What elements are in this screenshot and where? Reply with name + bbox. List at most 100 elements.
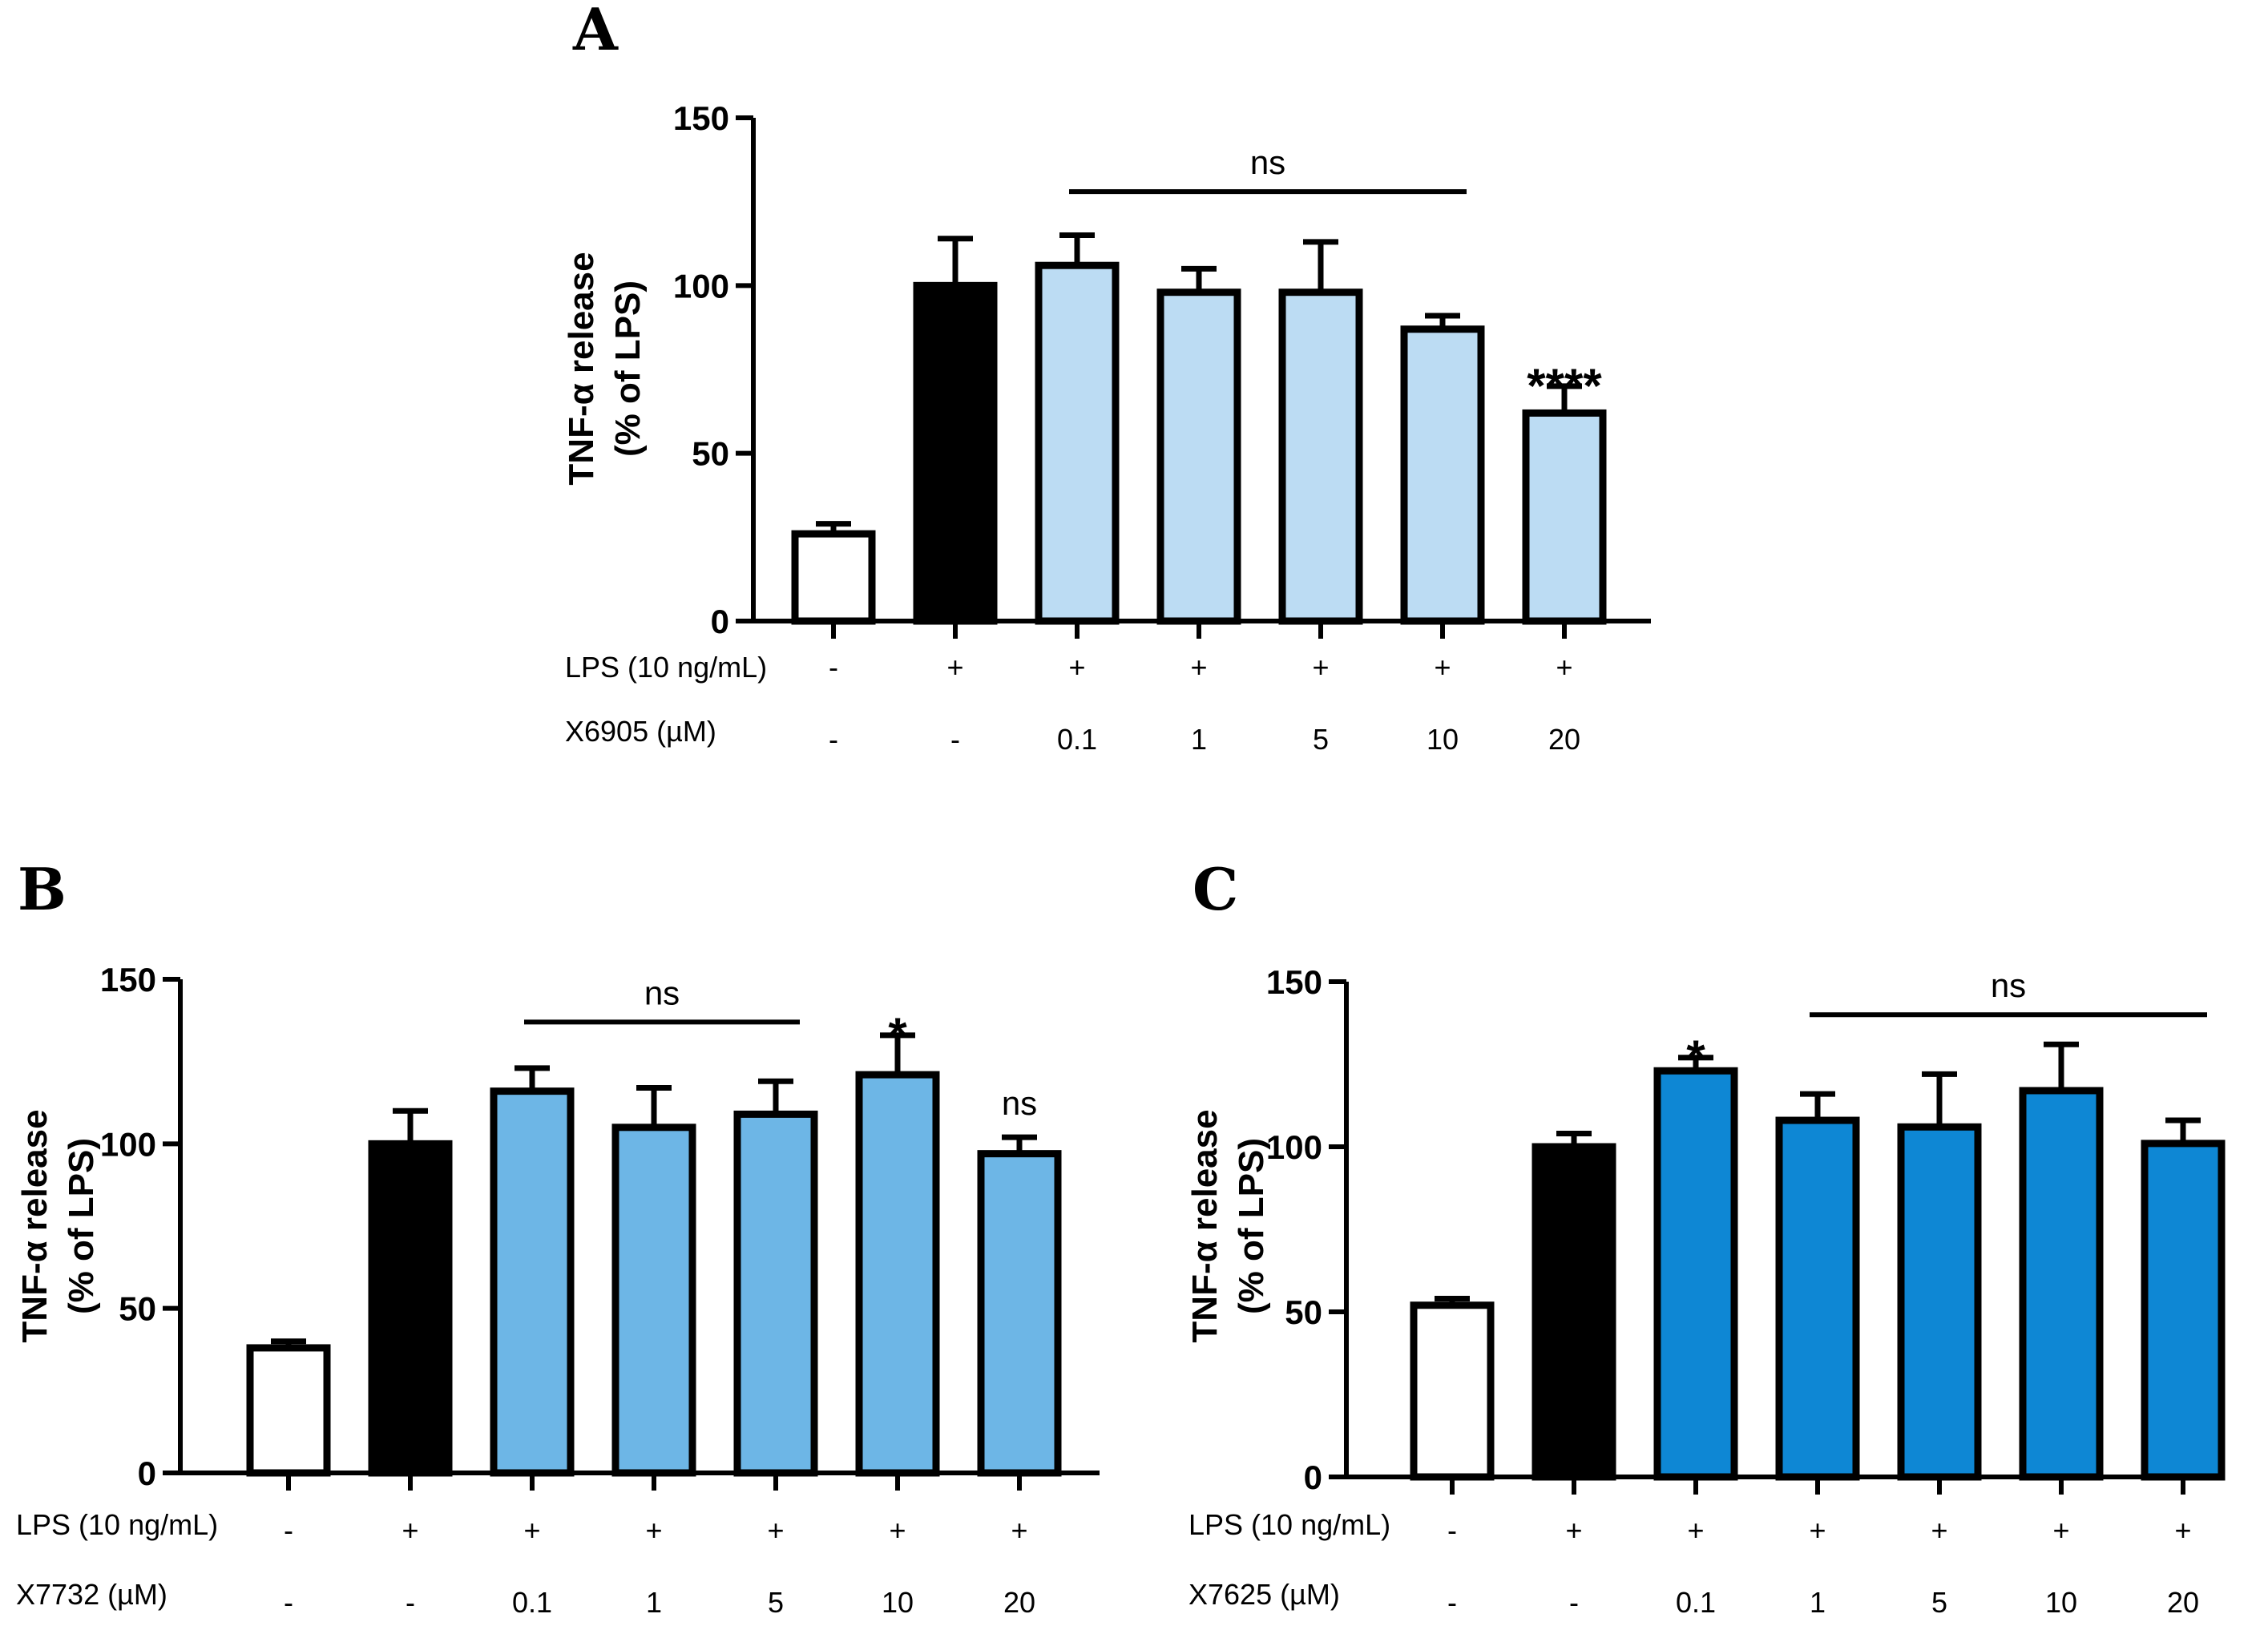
error-bar bbox=[1181, 265, 1217, 292]
lps-condition: + bbox=[402, 1514, 418, 1547]
bar bbox=[791, 530, 876, 625]
compound-dose: - bbox=[1569, 1586, 1579, 1619]
lps-condition: - bbox=[829, 651, 838, 684]
error-bar bbox=[1800, 1091, 1835, 1121]
lps-condition: - bbox=[284, 1514, 293, 1547]
error-bar bbox=[1547, 383, 1582, 414]
lps-condition: + bbox=[1190, 651, 1207, 684]
compound-dose: 1 bbox=[1810, 1586, 1826, 1619]
bar bbox=[2019, 1087, 2104, 1481]
panel-c: C TNF-α release (% of LPS) 0 50 100 150 LPS (10… bbox=[1185, 855, 2226, 1619]
error-bar bbox=[515, 1065, 550, 1091]
compound-row-label: X7625 (µM) bbox=[1188, 1578, 1340, 1611]
bar bbox=[246, 1344, 331, 1477]
compound-dose: 0.1 bbox=[512, 1586, 552, 1619]
compound-row-label: X6905 (µM) bbox=[565, 715, 716, 748]
y-axis-label-unit: (% of LPS) bbox=[608, 280, 648, 457]
compound-dose: 20 bbox=[1548, 723, 1580, 756]
bar bbox=[1897, 1123, 1982, 1481]
bar bbox=[2141, 1140, 2226, 1481]
y-axis-label: TNF-α release bbox=[1185, 1109, 1225, 1342]
panel-letter: C bbox=[1193, 855, 1238, 923]
y-axis-label-unit: (% of LPS) bbox=[62, 1138, 101, 1314]
compound-dose: 20 bbox=[1003, 1586, 1035, 1619]
compound-row-label: X7732 (µM) bbox=[16, 1578, 167, 1611]
error-bar bbox=[1922, 1071, 1957, 1128]
lps-condition: + bbox=[1809, 1514, 1826, 1547]
lps-condition: + bbox=[1011, 1514, 1027, 1547]
panel-letter: B bbox=[18, 855, 67, 923]
error-bar bbox=[636, 1085, 672, 1128]
y-tick-label: 100 bbox=[1266, 1128, 1322, 1166]
lps-condition: - bbox=[1447, 1514, 1457, 1547]
bar bbox=[490, 1087, 575, 1477]
lps-condition: + bbox=[1931, 1514, 1947, 1547]
compound-dose: 10 bbox=[2045, 1586, 2077, 1619]
compound-dose: - bbox=[950, 723, 960, 756]
panel-b: B TNF-α release (% of LPS) 0 50 100 150 LPS (10… bbox=[15, 855, 1100, 1619]
y-tick-label: 0 bbox=[1304, 1458, 1322, 1496]
compound-dose: 1 bbox=[646, 1586, 662, 1619]
error-bar bbox=[758, 1078, 793, 1115]
lps-row-label: LPS (10 ng/mL) bbox=[1188, 1508, 1390, 1541]
bar bbox=[1400, 325, 1485, 625]
compound-dose: - bbox=[829, 723, 838, 756]
y-tick-label: 100 bbox=[673, 267, 729, 305]
bar bbox=[1775, 1116, 1860, 1481]
compound-dose: 5 bbox=[1931, 1586, 1947, 1619]
y-tick-label: 150 bbox=[673, 99, 729, 137]
lps-condition: + bbox=[523, 1514, 540, 1547]
compound-dose: 0.1 bbox=[1676, 1586, 1716, 1619]
ns-bracket-label: ns bbox=[1250, 143, 1285, 181]
lps-condition: + bbox=[767, 1514, 784, 1547]
error-bar bbox=[1059, 232, 1095, 266]
bar bbox=[611, 1124, 696, 1477]
compound-dose: 10 bbox=[882, 1586, 914, 1619]
lps-condition: + bbox=[1434, 651, 1451, 684]
bar bbox=[913, 281, 998, 625]
significance-mark: * bbox=[1686, 1031, 1705, 1084]
lps-row-label: LPS (10 ng/mL) bbox=[16, 1508, 218, 1541]
error-bar bbox=[2044, 1041, 2079, 1091]
significance-mark: ns bbox=[1002, 1084, 1037, 1122]
y-tick-label: 150 bbox=[1266, 963, 1322, 1001]
bar bbox=[1278, 288, 1363, 625]
ns-bracket-label: ns bbox=[644, 974, 680, 1011]
lps-condition: + bbox=[1068, 651, 1085, 684]
y-tick-label: 100 bbox=[100, 1125, 156, 1163]
panel-a: A TNF-α release (% of LPS) 0 50 100 150 LPS (10… bbox=[562, 0, 1651, 756]
bar bbox=[855, 1071, 940, 1477]
bar bbox=[1035, 261, 1120, 625]
error-bar bbox=[880, 1032, 915, 1075]
error-bar bbox=[1303, 239, 1338, 292]
compound-dose: - bbox=[406, 1586, 415, 1619]
bar bbox=[1522, 409, 1607, 625]
y-tick-label: 0 bbox=[138, 1454, 156, 1492]
compound-dose: 5 bbox=[1313, 723, 1329, 756]
y-axis-label: TNF-α release bbox=[562, 252, 601, 485]
y-tick-label: 50 bbox=[119, 1290, 156, 1328]
lps-condition: + bbox=[946, 651, 963, 684]
compound-dose: 1 bbox=[1191, 723, 1207, 756]
y-axis-label: TNF-α release bbox=[15, 1109, 54, 1342]
compound-dose: 10 bbox=[1427, 723, 1459, 756]
bar bbox=[368, 1140, 453, 1477]
bar bbox=[733, 1110, 818, 1477]
bar bbox=[977, 1150, 1062, 1477]
lps-condition: + bbox=[1312, 651, 1329, 684]
lps-condition: + bbox=[889, 1514, 906, 1547]
bar bbox=[1653, 1067, 1738, 1481]
y-tick-label: 150 bbox=[100, 961, 156, 999]
lps-condition: + bbox=[2174, 1514, 2191, 1547]
compound-dose: 5 bbox=[768, 1586, 784, 1619]
error-bar bbox=[393, 1107, 428, 1144]
lps-row-label: LPS (10 ng/mL) bbox=[565, 651, 767, 684]
compound-dose: 0.1 bbox=[1057, 723, 1097, 756]
bar bbox=[1410, 1301, 1495, 1481]
lps-condition: + bbox=[645, 1514, 662, 1547]
compound-dose: - bbox=[1447, 1586, 1457, 1619]
panel-letter: A bbox=[572, 0, 619, 63]
compound-dose: 20 bbox=[2167, 1586, 2199, 1619]
bar bbox=[1532, 1143, 1616, 1481]
lps-condition: + bbox=[1565, 1514, 1582, 1547]
